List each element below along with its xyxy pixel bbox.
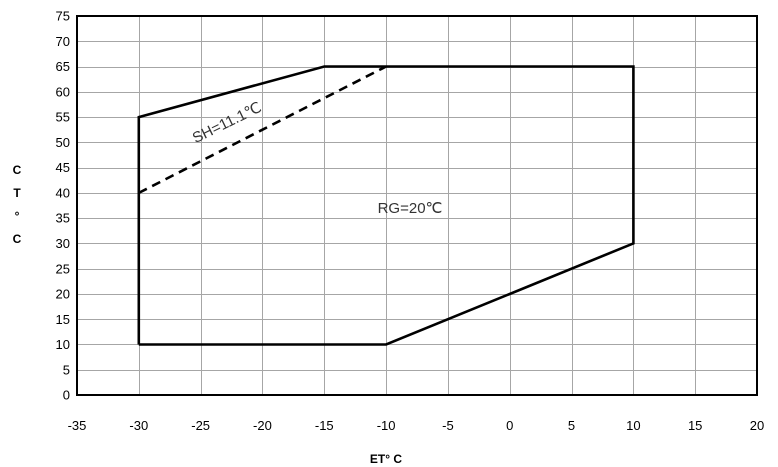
x-tick-label: 15 — [688, 418, 702, 433]
y-tick-label: 45 — [56, 160, 70, 175]
x-axis-title: ET° C — [370, 452, 402, 466]
y-tick-label: 30 — [56, 236, 70, 251]
x-tick-label: -10 — [377, 418, 396, 433]
y-tick-label: 75 — [56, 9, 70, 24]
y-tick-label: 0 — [63, 388, 70, 403]
y-tick-label: 60 — [56, 84, 70, 99]
x-tick-label: -30 — [129, 418, 148, 433]
y-tick-label: 35 — [56, 211, 70, 226]
x-tick-label: 0 — [506, 418, 513, 433]
y-tick-label: 55 — [56, 110, 70, 125]
y-tick-label: 10 — [56, 337, 70, 352]
y-tick-label: 20 — [56, 287, 70, 302]
x-tick-label: 5 — [568, 418, 575, 433]
y-tick-label: 65 — [56, 59, 70, 74]
y-tick-label: 25 — [56, 261, 70, 276]
x-tick-label: -25 — [191, 418, 210, 433]
y-axis-title: CT°C — [11, 163, 23, 255]
x-tick-label: -15 — [315, 418, 334, 433]
y-tick-label: 5 — [63, 362, 70, 377]
annotation-rg: RG=20℃ — [378, 200, 443, 217]
x-tick-labels: -35 -30 -25 -20 -15 -10 -5 0 5 10 15 20 — [68, 418, 765, 433]
y-tick-label: 70 — [56, 34, 70, 49]
annotation-sh: SH=11.1℃ — [190, 99, 264, 147]
y-tick-labels: 0 5 10 15 20 25 30 35 40 45 50 55 60 65 70 75 — [56, 9, 70, 403]
y-tick-label: 50 — [56, 135, 70, 150]
x-tick-label: 10 — [626, 418, 640, 433]
x-tick-label: 20 — [750, 418, 764, 433]
y-tick-label: 15 — [56, 312, 70, 327]
x-tick-label: -20 — [253, 418, 272, 433]
y-tick-label: 40 — [56, 185, 70, 200]
x-tick-label: -5 — [442, 418, 454, 433]
x-tick-label: -35 — [68, 418, 87, 433]
